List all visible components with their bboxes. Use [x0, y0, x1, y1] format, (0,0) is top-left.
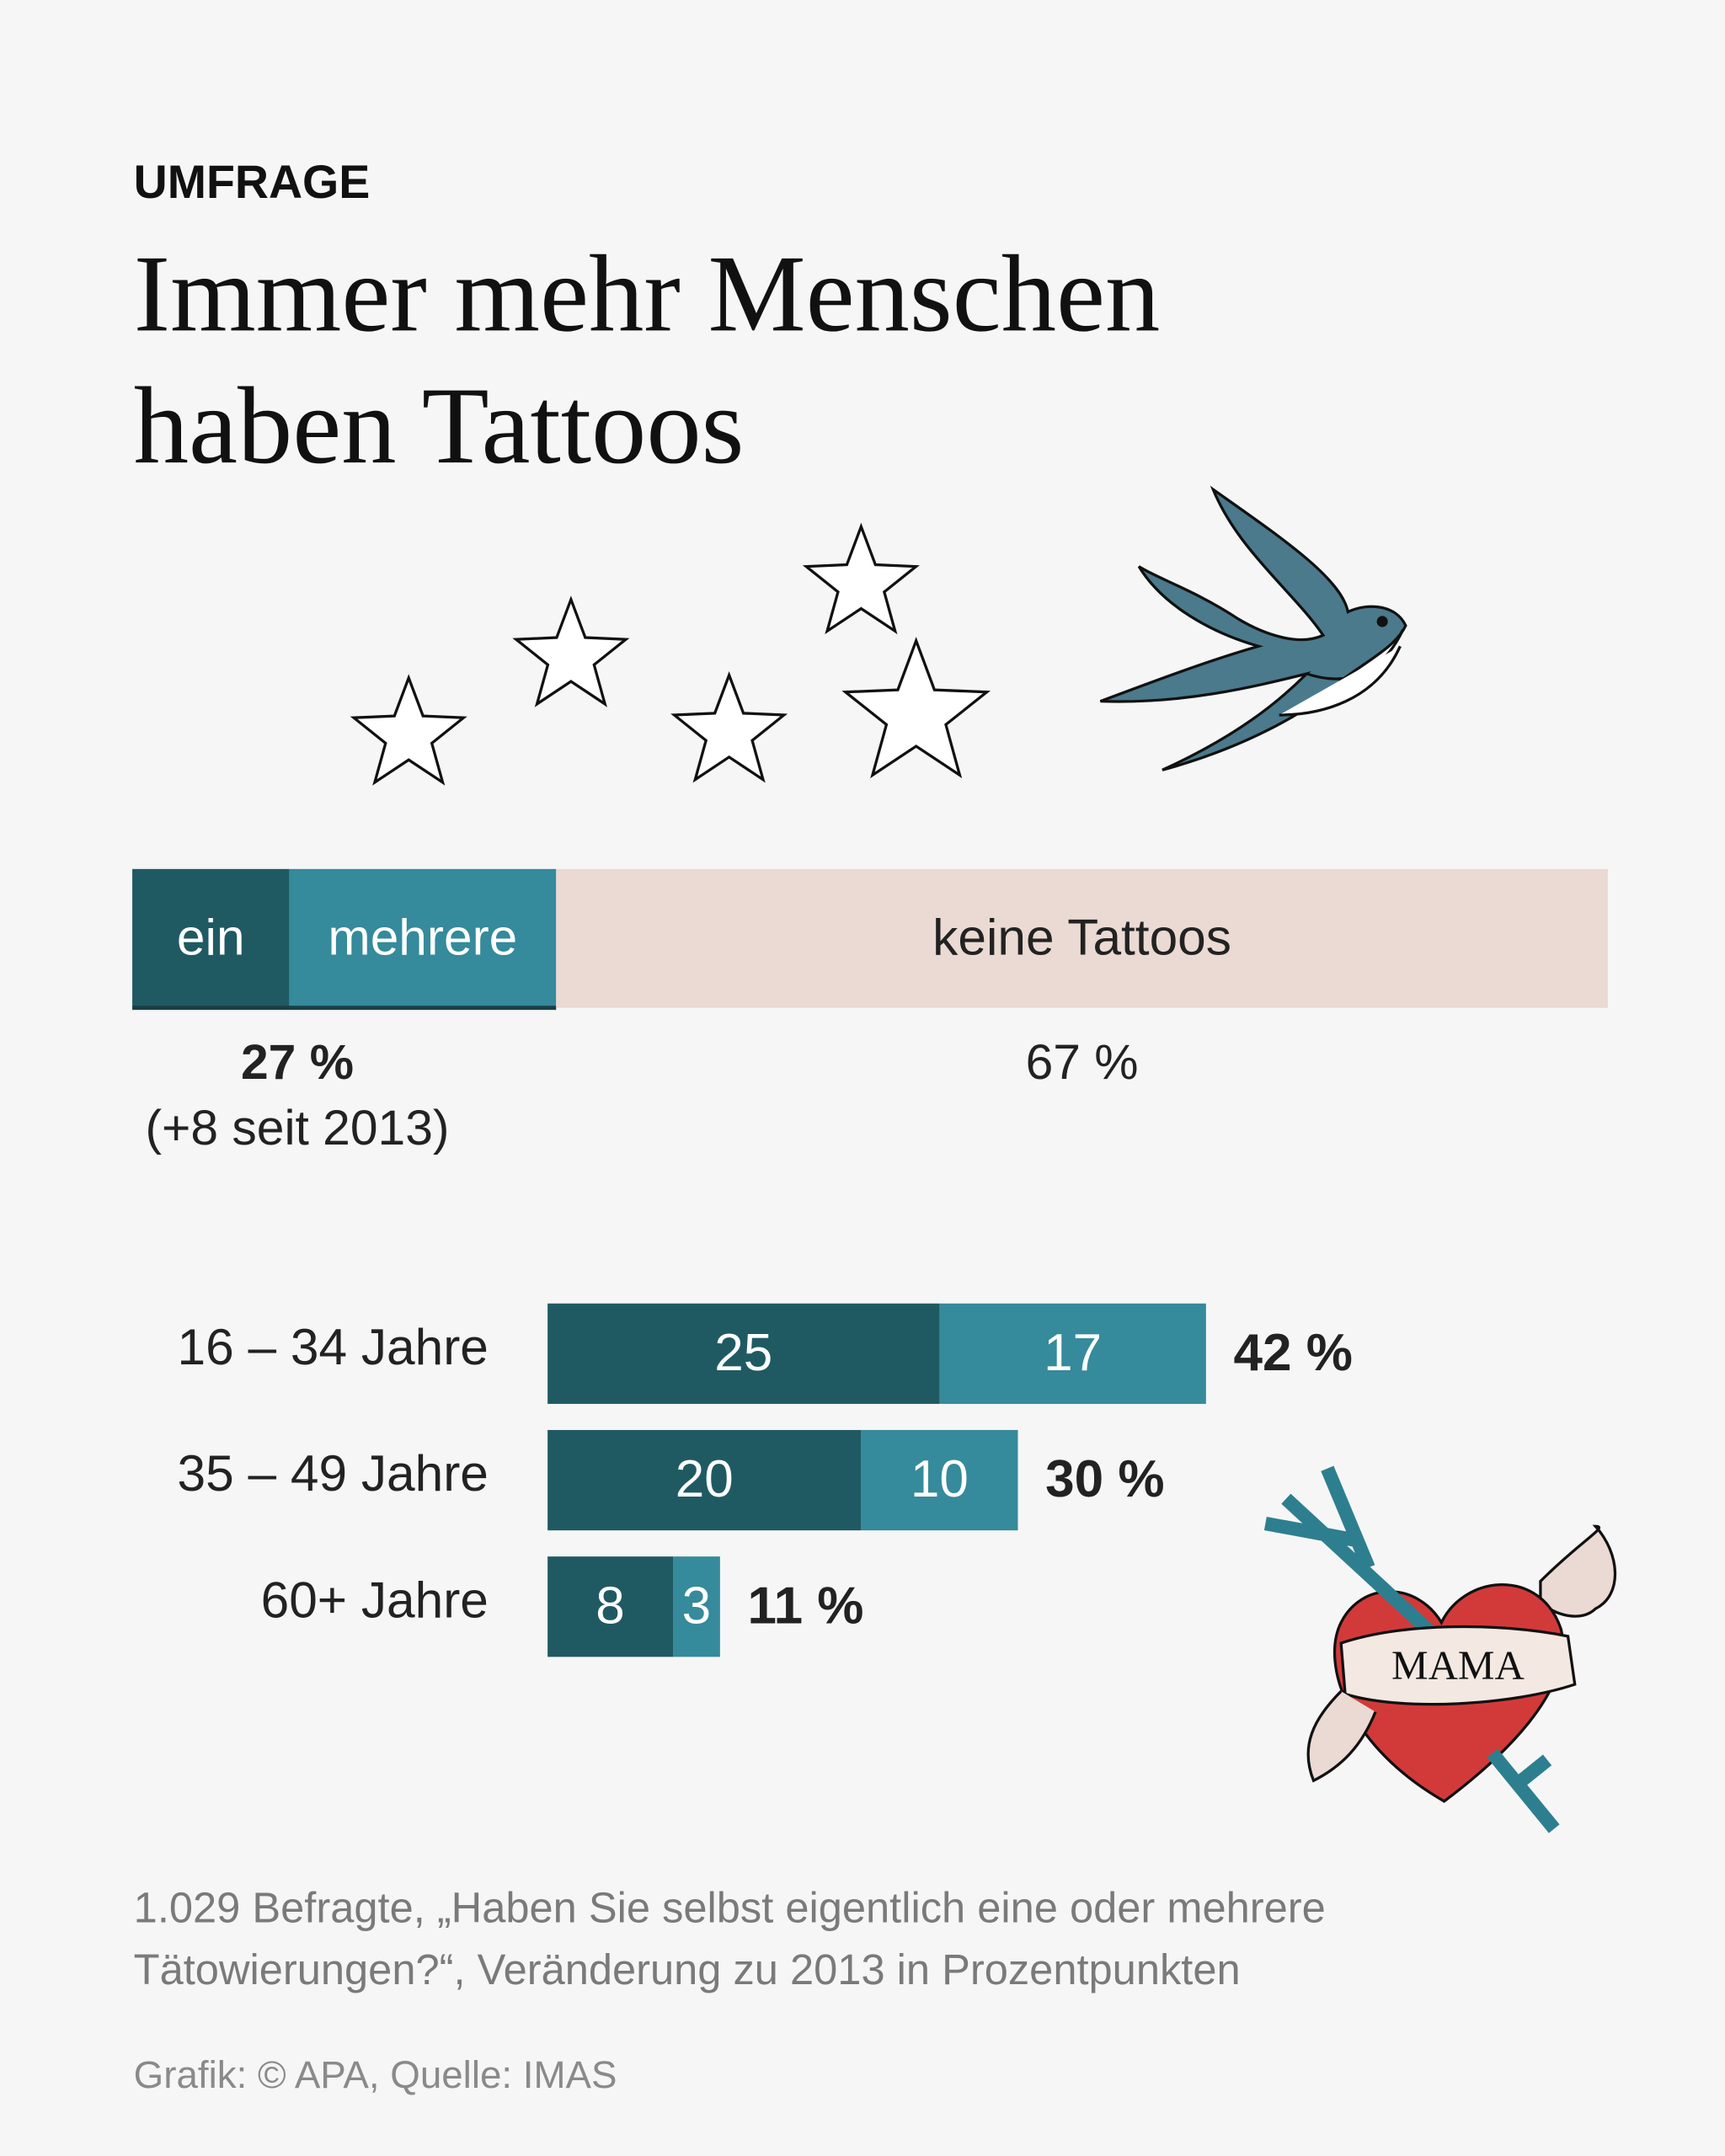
star	[841, 637, 991, 779]
bar-segment	[939, 1303, 1206, 1404]
title-line: Immer mehr Menschen	[134, 233, 1161, 355]
category-label: 35 – 49 Jahre	[178, 1444, 489, 1502]
star	[350, 674, 467, 786]
bar-segment	[547, 1556, 674, 1657]
bar-segment	[556, 868, 1608, 1008]
legend-label: keine Tattoos	[932, 909, 1231, 966]
bar-segment	[547, 1303, 940, 1404]
value-label: 20	[676, 1450, 734, 1508]
note-line: Tätowierungen?“, Veränderung zu 2013 in …	[134, 1945, 1241, 1993]
annotation: (+8 seit 2013)	[145, 1101, 449, 1155]
source: Grafik: © APA, Quelle: IMAS	[134, 2053, 617, 2096]
bar-segment	[547, 1429, 862, 1531]
value-label: 17	[1044, 1324, 1102, 1382]
kicker: UMFRAGE	[134, 156, 371, 208]
category-label: 60+ Jahre	[261, 1571, 489, 1628]
bar-segment	[861, 1429, 1018, 1531]
bar-segment	[132, 868, 290, 1008]
legend-label: mehrere	[328, 909, 517, 966]
total-label: 27 %	[241, 1035, 354, 1090]
swallow-illustration	[1099, 485, 1407, 771]
value-label: 8	[595, 1577, 625, 1635]
bar-segment	[289, 868, 557, 1008]
value-label: 3	[682, 1577, 712, 1635]
category-label: 16 – 34 Jahre	[178, 1318, 489, 1375]
illustration-text: MAMA	[1391, 1641, 1525, 1688]
heart-illustration: MAMA	[1263, 1465, 1617, 1833]
star	[512, 595, 630, 707]
total-label: 30 %	[1045, 1450, 1164, 1508]
bar-segment	[673, 1556, 720, 1657]
note-line: 1.029 Befragte, „Haben Sie selbst eigent…	[134, 1884, 1326, 1932]
star	[802, 522, 920, 635]
total-label: 67 %	[1026, 1035, 1139, 1090]
total-label: 42 %	[1233, 1324, 1352, 1382]
legend-label: ein	[177, 909, 245, 966]
total-label: 11 %	[748, 1577, 864, 1635]
title-line: haben Tattoos	[134, 366, 745, 487]
value-label: 25	[714, 1324, 772, 1382]
star	[670, 670, 788, 783]
value-label: 10	[911, 1450, 969, 1508]
